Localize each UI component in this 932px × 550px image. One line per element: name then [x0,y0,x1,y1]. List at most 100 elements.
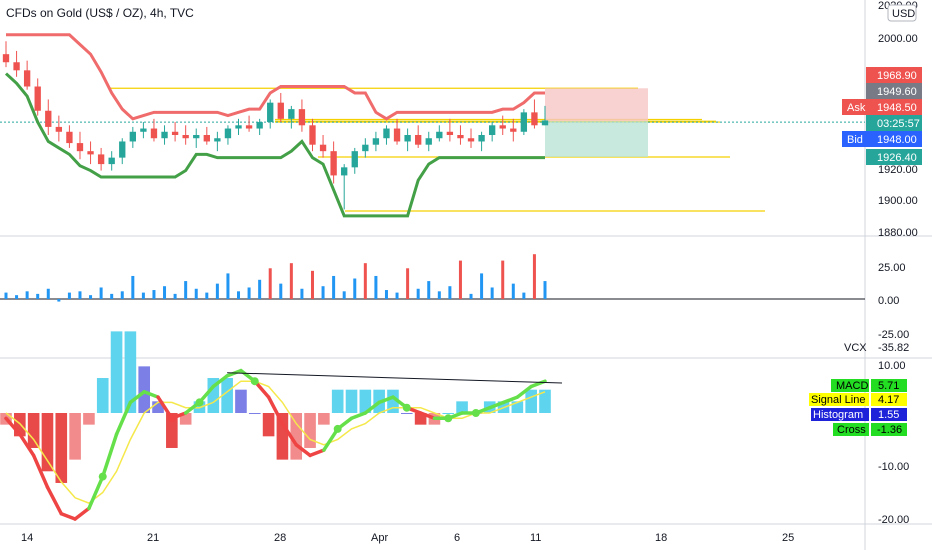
countdown-label: 03:25:57 [866,115,922,131]
legend-name-histogram: Histogram [813,409,863,421]
chart-title: CFDs on Gold (US$ / OZ), 4h, TVC [6,6,194,20]
macd-axis[interactable]: 10.00 -10.00 -20.00 [878,360,909,526]
vcx-bar [4,292,8,299]
legend-name-cross: Cross [837,424,866,436]
vcx-bar [458,260,462,299]
vcx-bar [258,279,262,299]
vcx-bar [289,263,293,299]
histogram-bar [96,378,109,413]
legend-value-macd: 5.71 [878,380,899,392]
histogram-bar [331,389,344,413]
candle-body [298,109,306,126]
macd-tick: -20.00 [878,514,909,526]
macd-line-segment [322,427,340,452]
vcx-bar [374,275,378,299]
vcx-bar [310,270,314,299]
candle-body [351,151,358,168]
candle-body [87,151,94,155]
vcx-bar [226,273,230,299]
currency-badge[interactable]: USD [887,4,917,22]
candle-body [171,131,179,135]
histogram-bar [442,413,455,414]
legend-value-histogram: 1.55 [878,409,899,421]
macd-line-segment [73,506,91,521]
vcx-axis[interactable]: 25.00 0.00 -25.00 -35.82 [878,262,909,354]
vcx-tick: -25.00 [878,329,909,341]
macd-line-segment [501,395,520,405]
candle-body [66,131,73,144]
histogram-bar [345,389,358,413]
price-tick: 1920.00 [878,164,918,176]
histogram-bar [318,413,330,425]
candle-body [404,135,411,142]
vcx-bar [332,275,336,299]
histogram-bar [276,413,289,460]
price-pane[interactable] [0,0,865,235]
candle-body [235,125,242,129]
histogram-bar [152,401,164,413]
cross-dot [195,398,204,407]
time-tick: 25 [782,532,794,544]
macd-line-segment [142,390,160,399]
signal-line [5,380,546,504]
candle-body [330,151,337,176]
vcx-bar [501,260,505,299]
macd-line-segment [18,432,36,458]
histogram-bar [166,413,178,448]
histogram-bar [41,413,54,472]
histogram-bar [414,413,427,425]
legend-name-signal: Signal Line [811,394,865,406]
vcx-bar [416,288,420,299]
bid-tag: Bid [847,134,863,146]
macd-line-segment [87,474,105,511]
candle-body [467,138,475,142]
channel-lines [4,33,545,218]
candle-body [372,138,380,145]
vcx-bar [120,291,124,299]
histogram-bar [304,413,316,448]
target-zone [545,121,648,157]
cross-dot [444,414,453,423]
histogram-bar [400,413,413,414]
time-tick: 21 [147,532,159,544]
vcx-bar [490,287,494,299]
vcx-bar [173,293,177,299]
price-label-value: 1968.90 [877,70,917,82]
time-tick: 18 [655,532,667,544]
candle-body [277,102,284,119]
macd-line-segment [363,400,381,415]
candle-body [309,125,316,145]
candle-body [541,120,549,126]
macd-legend: MACD 5.71 Signal Line 4.17 Histogram 1.5… [809,379,907,436]
trend-line [227,372,563,384]
vcx-bar [163,286,167,299]
candle-body [45,110,52,127]
macd-line-segment [515,384,533,399]
vcx-tick: 0.00 [878,295,899,307]
candle-body [245,125,253,129]
ask-value: 1948.50 [877,102,917,114]
candle-body [446,131,454,135]
vcx-bar [78,291,82,299]
macd-line-segment [156,395,174,421]
candle-body [256,122,263,129]
candle-body [393,128,401,142]
vcx-bar [511,283,515,299]
time-tick: 11 [530,532,541,544]
macd-tick: -10.00 [878,461,909,473]
legend-value-cross: -1.36 [877,424,902,436]
candle-body [224,128,232,139]
position-box [545,88,648,157]
price-label-value: 1949.60 [877,86,917,98]
histogram-bar [235,389,247,413]
vcx-bar [89,295,93,299]
candle-body [55,126,63,132]
vcx-bar [131,275,135,299]
vcx-bar [184,281,188,299]
vcx-bar [342,291,346,299]
price-label-1926: 1926.40 [866,149,922,165]
vcx-bar [215,283,219,299]
time-axis[interactable]: 14 21 28 Apr 6 11 18 25 [21,532,794,544]
price-tick: 1880.00 [878,227,918,239]
cross-dot [167,414,176,423]
